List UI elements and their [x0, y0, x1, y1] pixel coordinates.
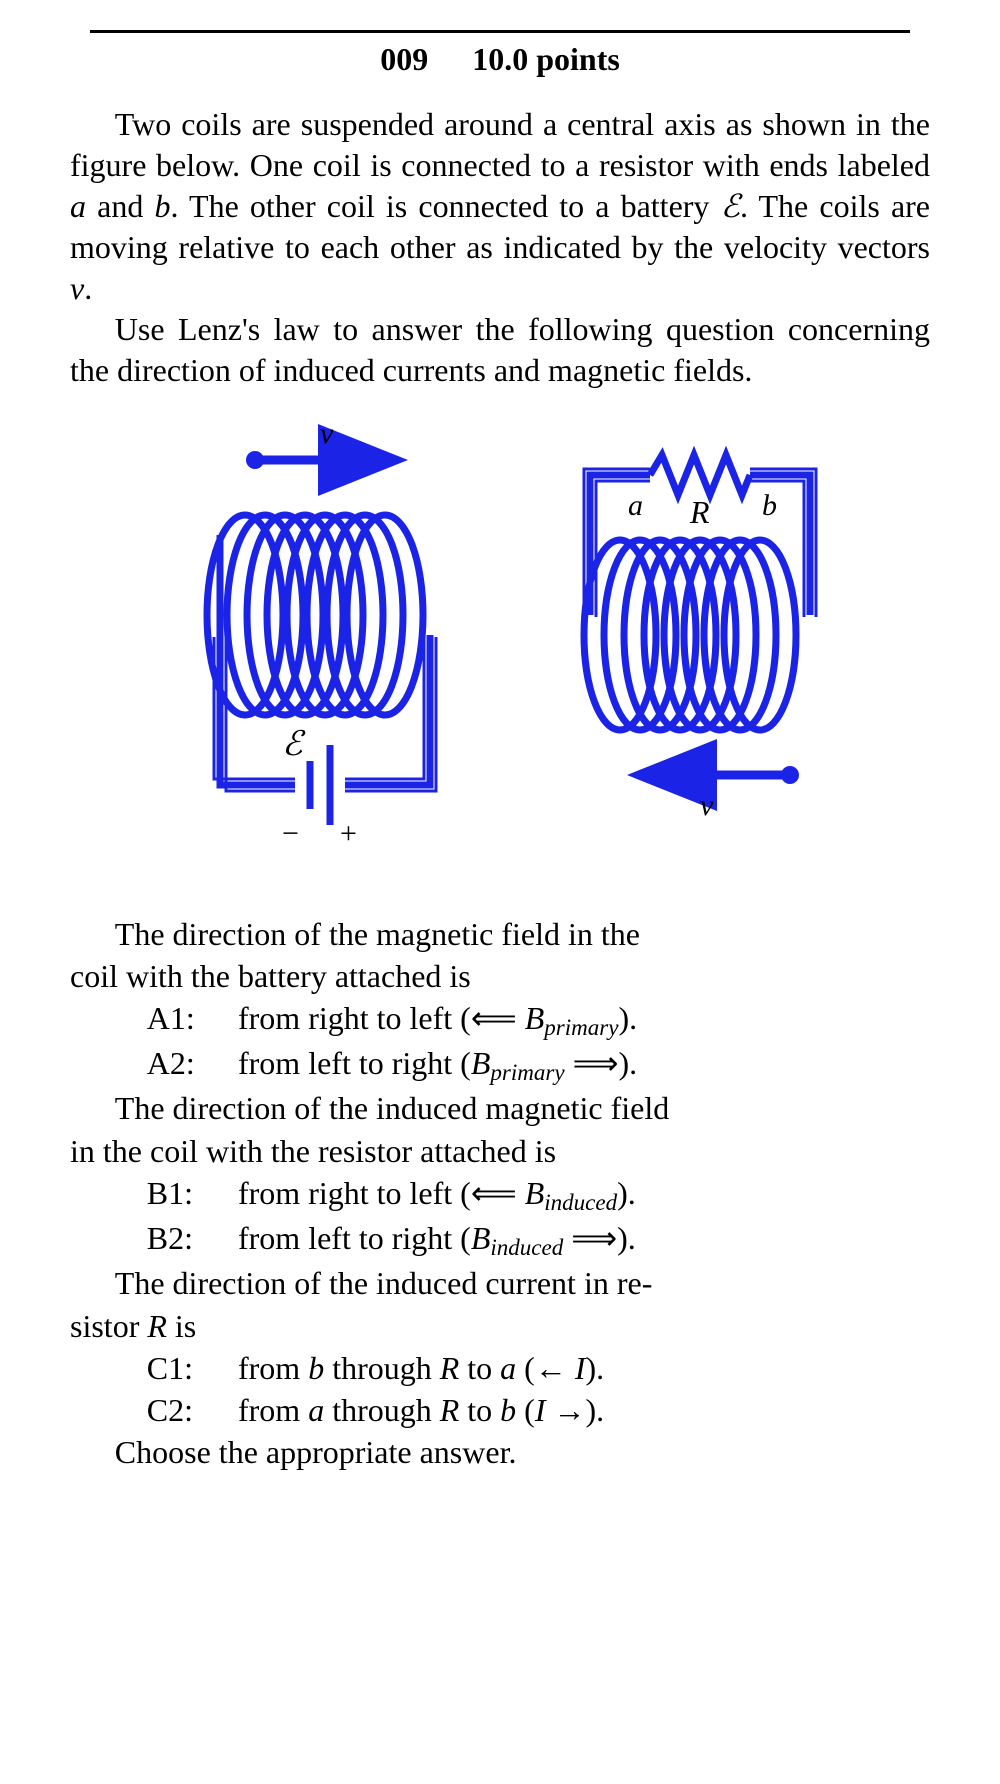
label-v: v — [70, 270, 84, 306]
A1-label: A1: — [147, 997, 230, 1039]
qC-cont-a: sistor — [70, 1308, 147, 1344]
C1-text: from b through R to a (← I). — [238, 1350, 604, 1386]
qC-cont-b: is — [167, 1308, 196, 1344]
A2-sub: primary — [490, 1059, 564, 1085]
qA-cont: coil with the battery attached is — [70, 955, 930, 997]
answer-block: The direction of the magnetic field in t… — [70, 913, 930, 1474]
option-C1: C1: from b through R to a (← I). — [147, 1347, 930, 1389]
qB-cont: in the coil with the resistor attached i… — [70, 1130, 930, 1172]
svg-text:b: b — [762, 489, 777, 522]
A2-sym: B — [471, 1045, 491, 1081]
qC-R: R — [147, 1308, 167, 1344]
p1-text-a: Two coils are suspended around a central… — [70, 106, 930, 183]
C2-label: C2: — [147, 1389, 230, 1431]
A2-text-b: ⟹). — [565, 1045, 638, 1081]
B1-label: B1: — [147, 1172, 230, 1214]
A2-text-a: from left to right ( — [238, 1045, 471, 1081]
svg-text:+: + — [340, 817, 357, 850]
B2-sub: induced — [490, 1234, 563, 1260]
A1-sym: B — [525, 1000, 545, 1036]
A1-sub: primary — [544, 1014, 618, 1040]
svg-text:−: − — [282, 817, 299, 850]
question-header: 009 10.0 points — [70, 41, 930, 78]
p1-text-c: . The other coil is connected to a batte… — [170, 188, 720, 224]
B2-label: B2: — [147, 1217, 230, 1259]
option-B2: B2: from left to right (Binduced ⟹). — [147, 1217, 930, 1262]
paragraph-2: Use Lenz's law to answer the following q… — [70, 309, 930, 391]
question-body: Two coils are suspended around a central… — [70, 104, 930, 391]
label-b: b — [154, 188, 170, 224]
paragraph-1: Two coils are suspended around a central… — [70, 104, 930, 309]
choose-line: Choose the appropriate answer. — [70, 1431, 930, 1473]
question-number: 009 — [380, 41, 428, 77]
svg-text:v: v — [320, 417, 334, 450]
B1-text-a: from right to left (⟸ — [238, 1175, 525, 1211]
B2-text-b: ⟹). — [563, 1220, 636, 1256]
option-A2: A2: from left to right (Bprimary ⟹). — [147, 1042, 930, 1087]
option-B1: B1: from right to left (⟸ Binduced). — [147, 1172, 930, 1217]
B2-text-a: from left to right ( — [238, 1220, 471, 1256]
B2-sym: B — [471, 1220, 491, 1256]
C1-label: C1: — [147, 1347, 230, 1389]
question-points: 10.0 points — [472, 41, 620, 77]
qB-lead: The direction of the induced magnetic fi… — [70, 1087, 930, 1129]
option-A1: A1: from right to left (⟸ Bprimary). — [147, 997, 930, 1042]
option-C2: C2: from a through R to b (I →). — [147, 1389, 930, 1431]
label-emf: ℰ — [721, 188, 740, 224]
qC-lead: The direction of the induced current in … — [70, 1262, 930, 1304]
top-rule — [90, 30, 910, 33]
left-coil-group: v — [207, 417, 436, 850]
B1-sub: induced — [544, 1189, 617, 1215]
p1-text-e: . — [84, 270, 92, 306]
coils-figure: v — [70, 415, 930, 895]
qC-cont: sistor R is — [70, 1305, 930, 1347]
B1-sym: B — [525, 1175, 545, 1211]
svg-text:v: v — [700, 789, 714, 822]
question-page: 009 10.0 points Two coils are suspended … — [0, 0, 1000, 1513]
A1-text-a: from right to left (⟸ — [238, 1000, 525, 1036]
right-coil-group: a R b v — [584, 455, 816, 822]
C2-text: from a through R to b (I →). — [238, 1392, 604, 1428]
A2-label: A2: — [147, 1042, 230, 1084]
coils-svg: v — [120, 415, 880, 895]
svg-text:ℰ: ℰ — [282, 726, 306, 763]
qA-lead: The direction of the magnetic field in t… — [70, 913, 930, 955]
B1-text-b: ). — [617, 1175, 636, 1211]
p1-text-b: and — [86, 188, 154, 224]
svg-text:R: R — [689, 494, 710, 530]
A1-text-b: ). — [618, 1000, 637, 1036]
svg-text:a: a — [628, 489, 643, 522]
label-a: a — [70, 188, 86, 224]
